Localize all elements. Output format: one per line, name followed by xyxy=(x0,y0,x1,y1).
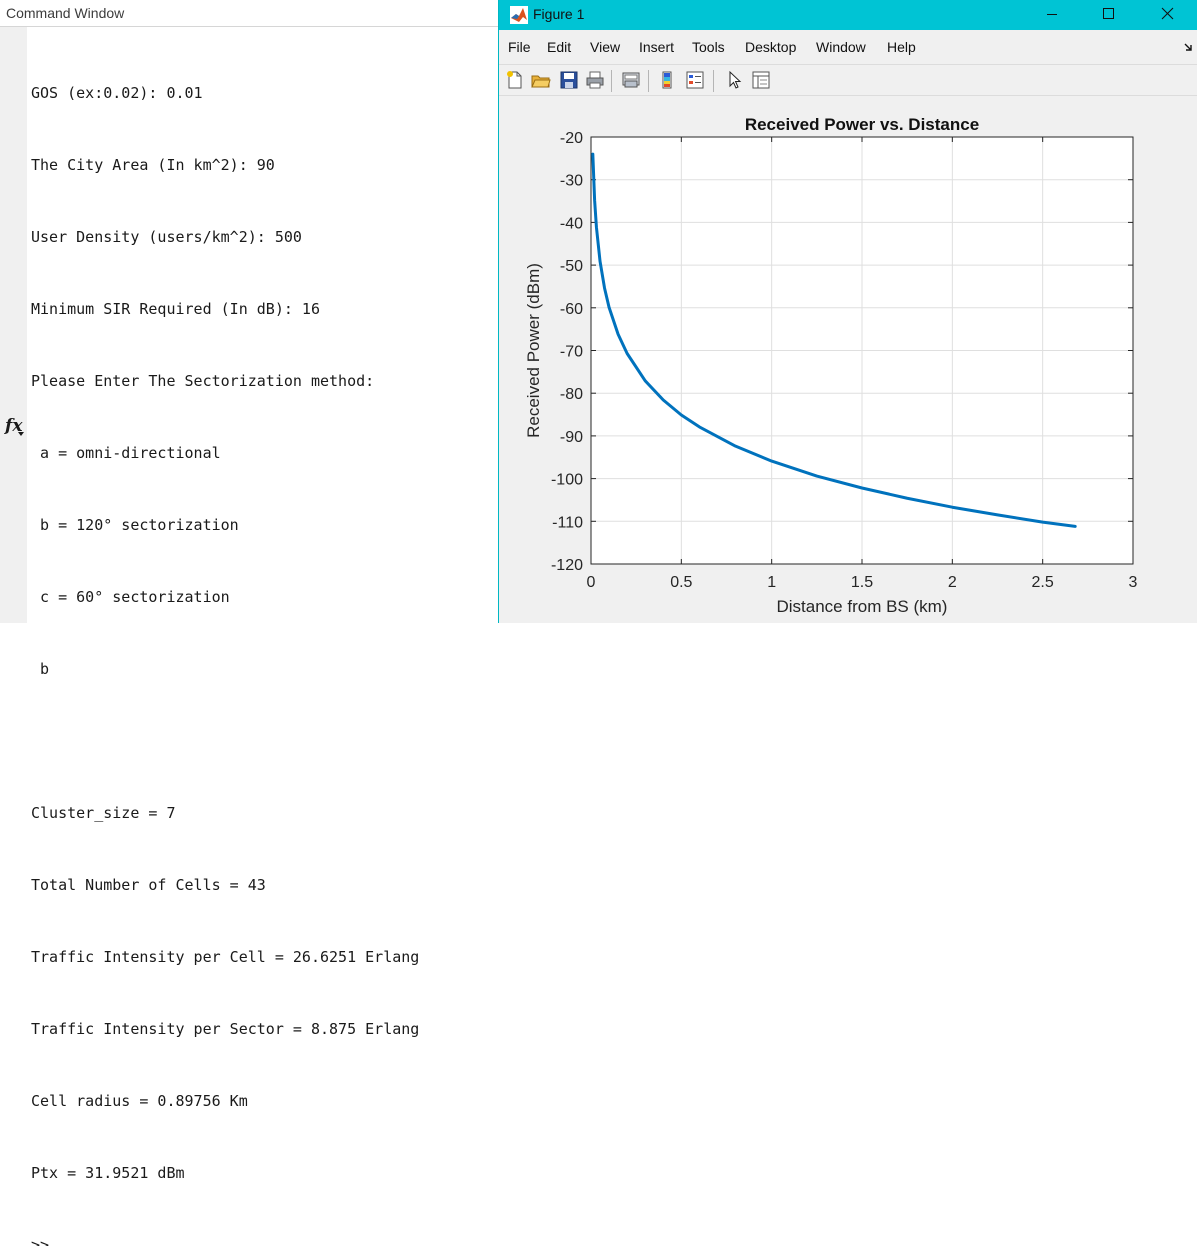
chart-title: Received Power vs. Distance xyxy=(745,115,979,134)
menu-desktop[interactable]: Desktop xyxy=(745,39,796,55)
output-line: c = 60° sectorization xyxy=(31,585,498,609)
menu-help[interactable]: Help xyxy=(887,39,916,55)
menu-window[interactable]: Window xyxy=(816,39,866,55)
menu-file[interactable]: File xyxy=(508,39,531,55)
menu-edit[interactable]: Edit xyxy=(547,39,571,55)
open-folder-icon[interactable] xyxy=(531,70,551,90)
output-line: Traffic Intensity per Sector = 8.875 Erl… xyxy=(31,1017,498,1041)
y-tick-label: -120 xyxy=(551,557,583,574)
output-line: The City Area (In km^2): 90 xyxy=(31,153,498,177)
y-tick-label: -90 xyxy=(560,429,583,446)
command-window: Command Window GOS (ex:0.02): 0.01 The C… xyxy=(0,0,498,623)
y-tick-label: -80 xyxy=(560,386,583,403)
y-tick-label: -110 xyxy=(552,514,583,531)
output-line: Cell radius = 0.89756 Km xyxy=(31,1089,498,1113)
figure-titlebar[interactable]: Figure 1 xyxy=(499,0,1197,30)
toolbar-separator xyxy=(611,70,612,92)
x-tick-label: 3 xyxy=(1129,574,1138,591)
x-tick-label: 1 xyxy=(767,574,776,591)
x-tick-label: 2.5 xyxy=(1032,574,1054,591)
x-tick-label: 0 xyxy=(587,574,596,591)
y-tick-label: -100 xyxy=(551,472,583,489)
output-line: a = omni-directional xyxy=(31,441,498,465)
print-icon[interactable] xyxy=(585,70,605,90)
minimize-icon[interactable] xyxy=(1029,0,1075,30)
menu-insert[interactable]: Insert xyxy=(639,39,674,55)
function-browser-arrow-icon[interactable] xyxy=(18,432,24,436)
figure-toolbar xyxy=(499,64,1197,96)
y-tick-label: -30 xyxy=(560,173,583,190)
output-line xyxy=(31,729,498,753)
output-line: Traffic Intensity per Cell = 26.6251 Erl… xyxy=(31,945,498,969)
output-line: Minimum SIR Required (In dB): 16 xyxy=(31,297,498,321)
property-inspector-icon[interactable] xyxy=(751,70,771,90)
plot-axes[interactable]: 0 0.5 1 1.5 2 2.5 3 -120 -110 -100 -90 -80 -70 -60 -50… xyxy=(524,115,1138,616)
output-line: Total Number of Cells = 43 xyxy=(31,873,498,897)
maximize-icon[interactable] xyxy=(1085,0,1131,30)
command-window-titlebar: Command Window xyxy=(0,0,498,27)
print-preview-icon[interactable] xyxy=(621,70,641,90)
x-tick-label: 2 xyxy=(948,574,957,591)
output-line: User Density (users/km^2): 500 xyxy=(31,225,498,249)
y-tick-label: -40 xyxy=(560,215,583,232)
x-tick-label: 0.5 xyxy=(670,574,692,591)
output-line: b xyxy=(31,657,498,681)
matlab-logo-icon xyxy=(510,6,528,24)
menu-tools[interactable]: Tools xyxy=(692,39,725,55)
figure-window: Figure 1 File Edit View Insert Tools Des… xyxy=(498,0,1197,623)
output-line: Please Enter The Sectorization method: xyxy=(31,369,498,393)
output-line: b = 120° sectorization xyxy=(31,513,498,537)
figure-title: Figure 1 xyxy=(533,6,584,22)
toolbar-separator xyxy=(648,70,649,92)
y-tick-label: -70 xyxy=(560,344,583,361)
x-axis-label: Distance from BS (km) xyxy=(777,597,948,616)
command-window-gutter xyxy=(0,27,27,623)
pointer-icon[interactable] xyxy=(725,70,745,90)
command-window-output[interactable]: GOS (ex:0.02): 0.01 The City Area (In km… xyxy=(31,33,498,1246)
y-tick-label: -20 xyxy=(560,130,583,147)
output-line: Ptx = 31.9521 dBm xyxy=(31,1161,498,1185)
figure-canvas: 0 0.5 1 1.5 2 2.5 3 -120 -110 -100 -90 -80 -70 -60 -50… xyxy=(499,96,1197,623)
toolbar-separator xyxy=(713,70,714,92)
y-tick-label: -60 xyxy=(560,301,583,318)
command-prompt[interactable]: >> xyxy=(31,1233,498,1246)
close-icon[interactable] xyxy=(1144,0,1190,30)
y-tick-label: -50 xyxy=(560,258,583,275)
output-line: GOS (ex:0.02): 0.01 xyxy=(31,81,498,105)
x-tick-label: 1.5 xyxy=(851,574,873,591)
new-figure-icon[interactable] xyxy=(505,70,525,90)
menu-view[interactable]: View xyxy=(590,39,620,55)
figure-menubar: File Edit View Insert Tools Desktop Wind… xyxy=(499,36,1197,60)
save-icon[interactable] xyxy=(559,70,579,90)
y-axis-label: Received Power (dBm) xyxy=(524,263,543,438)
colorbar-icon[interactable] xyxy=(657,70,677,90)
legend-icon[interactable] xyxy=(685,70,705,90)
command-window-title: Command Window xyxy=(6,5,124,21)
output-line: Cluster_size = 7 xyxy=(31,801,498,825)
dock-arrow-icon[interactable] xyxy=(1183,42,1193,52)
